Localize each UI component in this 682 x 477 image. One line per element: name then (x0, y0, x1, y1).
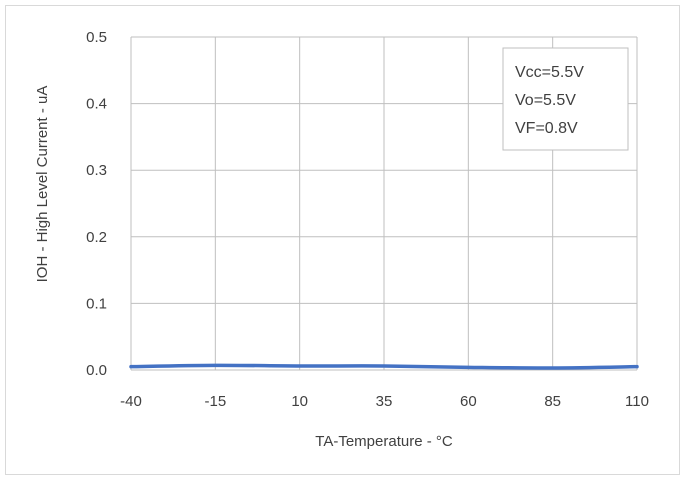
y-tick-label: 0.1 (86, 295, 107, 312)
series-line (129, 363, 639, 370)
x-tick-label: 60 (460, 393, 477, 410)
series-group (129, 363, 639, 370)
x-tick-label: 10 (291, 393, 308, 410)
y-tick-labels: 0.0 0.1 0.2 0.3 0.4 0.5 (86, 29, 107, 379)
x-axis-title: TA-Temperature - °C (315, 433, 453, 450)
y-axis-title: IOH - High Level Current - uA (34, 86, 51, 283)
annotation-vo: Vo=5.5V (515, 92, 576, 109)
annotation-vcc: Vcc=5.5V (515, 64, 584, 81)
x-tick-label: 85 (544, 393, 561, 410)
y-tick-label: 0.4 (86, 96, 107, 113)
x-tick-labels: -40 -15 10 35 60 85 110 (120, 393, 649, 410)
y-tick-label: 0.5 (86, 29, 107, 46)
y-tick-label: 0.3 (86, 162, 107, 179)
annotation-box: Vcc=5.5V Vo=5.5V VF=0.8V (502, 47, 629, 151)
x-tick-label: -15 (204, 393, 226, 410)
y-tick-label: 0.0 (86, 362, 107, 379)
x-tick-label: -40 (120, 393, 142, 410)
y-tick-label: 0.2 (86, 229, 107, 246)
grid-lines (130, 36, 638, 371)
x-tick-label: 35 (376, 393, 393, 410)
x-tick-label: 110 (625, 393, 649, 410)
annotation-vf: VF=0.8V (515, 120, 578, 137)
